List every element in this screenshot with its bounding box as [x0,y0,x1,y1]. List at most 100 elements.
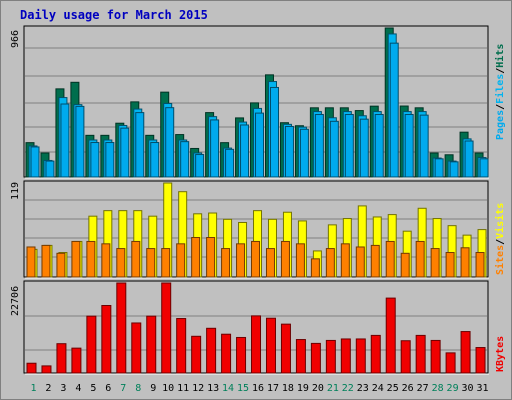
sites-bar [370,244,380,278]
kbytes-bar [116,282,127,374]
sites-bar [221,248,231,278]
day-label: 25 [387,383,399,394]
pages-bar [90,142,100,178]
pages-bar [299,128,309,178]
kbytes-bar [86,315,97,374]
day-label: 13 [207,383,219,394]
sites-bar [56,252,66,278]
pages-bar [389,42,399,178]
pages-bar [344,113,354,178]
pages-bar [329,120,339,178]
kbytes-bar [445,352,456,374]
sites-bar [295,243,305,278]
pages-bar [314,113,324,178]
kbytes-bar [206,327,217,374]
kbytes-max-label: 22706 [10,286,21,316]
sites-bar [280,240,290,278]
pages-bar [464,140,474,178]
kbytes-bar [26,362,37,374]
day-label: 26 [402,383,414,394]
kbytes-bar [161,282,172,374]
pages-bar [225,148,235,178]
pages-bar [374,113,384,178]
pages-bar [479,158,489,178]
legend-separator: / [495,104,506,110]
legend-separator: / [495,239,506,245]
day-label: 17 [267,383,279,394]
kbytes-bar [325,339,336,374]
day-label: 28 [432,383,444,394]
day-label: 31 [476,383,488,394]
legend-item: Pages [495,110,506,140]
day-label: 7 [120,383,126,394]
pages-bar [75,105,85,178]
day-label: 5 [90,383,96,394]
pages-bar [419,114,429,178]
day-label: 21 [327,383,339,394]
kbytes-bar [251,315,262,374]
sites-bar [445,252,455,278]
kbytes-bar [475,347,486,374]
sites-bar [26,246,36,278]
day-label: 11 [177,383,189,394]
day-label: 2 [45,383,51,394]
legend-hits-panel: Pages/Files/Hits [494,44,506,140]
sites-bar [460,247,470,278]
pages-bar [449,161,459,178]
pages-bar [359,118,369,178]
day-label: 14 [222,383,234,394]
pages-bar [30,146,40,178]
sites-bar [400,252,410,278]
pages-bar [135,112,145,178]
kbytes-bar [71,347,82,374]
legend-item: KBytes [495,336,506,372]
sites-bar [206,237,216,278]
pages-bar [269,86,279,178]
day-label: 22 [342,383,354,394]
sites-bar [86,240,96,278]
legend-kbytes-panel: KBytes [495,336,506,372]
day-label: 1 [30,383,36,394]
day-label: 4 [75,383,81,394]
day-label: 30 [462,383,474,394]
legend-visits-panel: Sites/Visits [494,203,506,275]
sites-bar [415,240,425,278]
sites-bar [176,243,186,278]
day-label: 24 [372,383,384,394]
sites-bar [355,246,365,278]
pages-bar [210,119,220,178]
kbytes-bar [415,334,426,374]
sites-bar [131,240,141,278]
sites-bar [41,244,51,278]
sites-bar [236,243,246,278]
day-label: 16 [252,383,264,394]
day-label: 15 [237,383,249,394]
sites-bar [385,240,395,278]
sites-bar [265,248,275,278]
kbytes-bar [101,305,112,374]
pages-bar [195,154,205,178]
kbytes-bar [370,334,381,374]
kbytes-bar [295,339,306,374]
sites-bar [251,240,261,278]
legend-item: Visits [494,203,506,239]
kbytes-bar [400,340,411,374]
day-label: 12 [192,383,204,394]
pages-bar [180,141,190,178]
kbytes-bar [131,322,142,374]
kbytes-bar [221,333,232,374]
pages-bar [284,125,294,178]
chart-title: Daily usage for March 2015 [20,8,208,22]
sites-bar [325,248,335,278]
kbytes-bar [56,343,67,374]
day-label: 20 [312,383,324,394]
sites-bar [340,243,350,278]
sites-bar [191,237,201,278]
pages-bar [60,103,70,178]
kbytes-bar [191,335,202,374]
sites-bar [430,248,440,278]
kbytes-bar [176,318,187,374]
pages-bar [150,142,160,178]
day-label: 8 [135,383,141,394]
kbytes-bar [385,297,396,374]
